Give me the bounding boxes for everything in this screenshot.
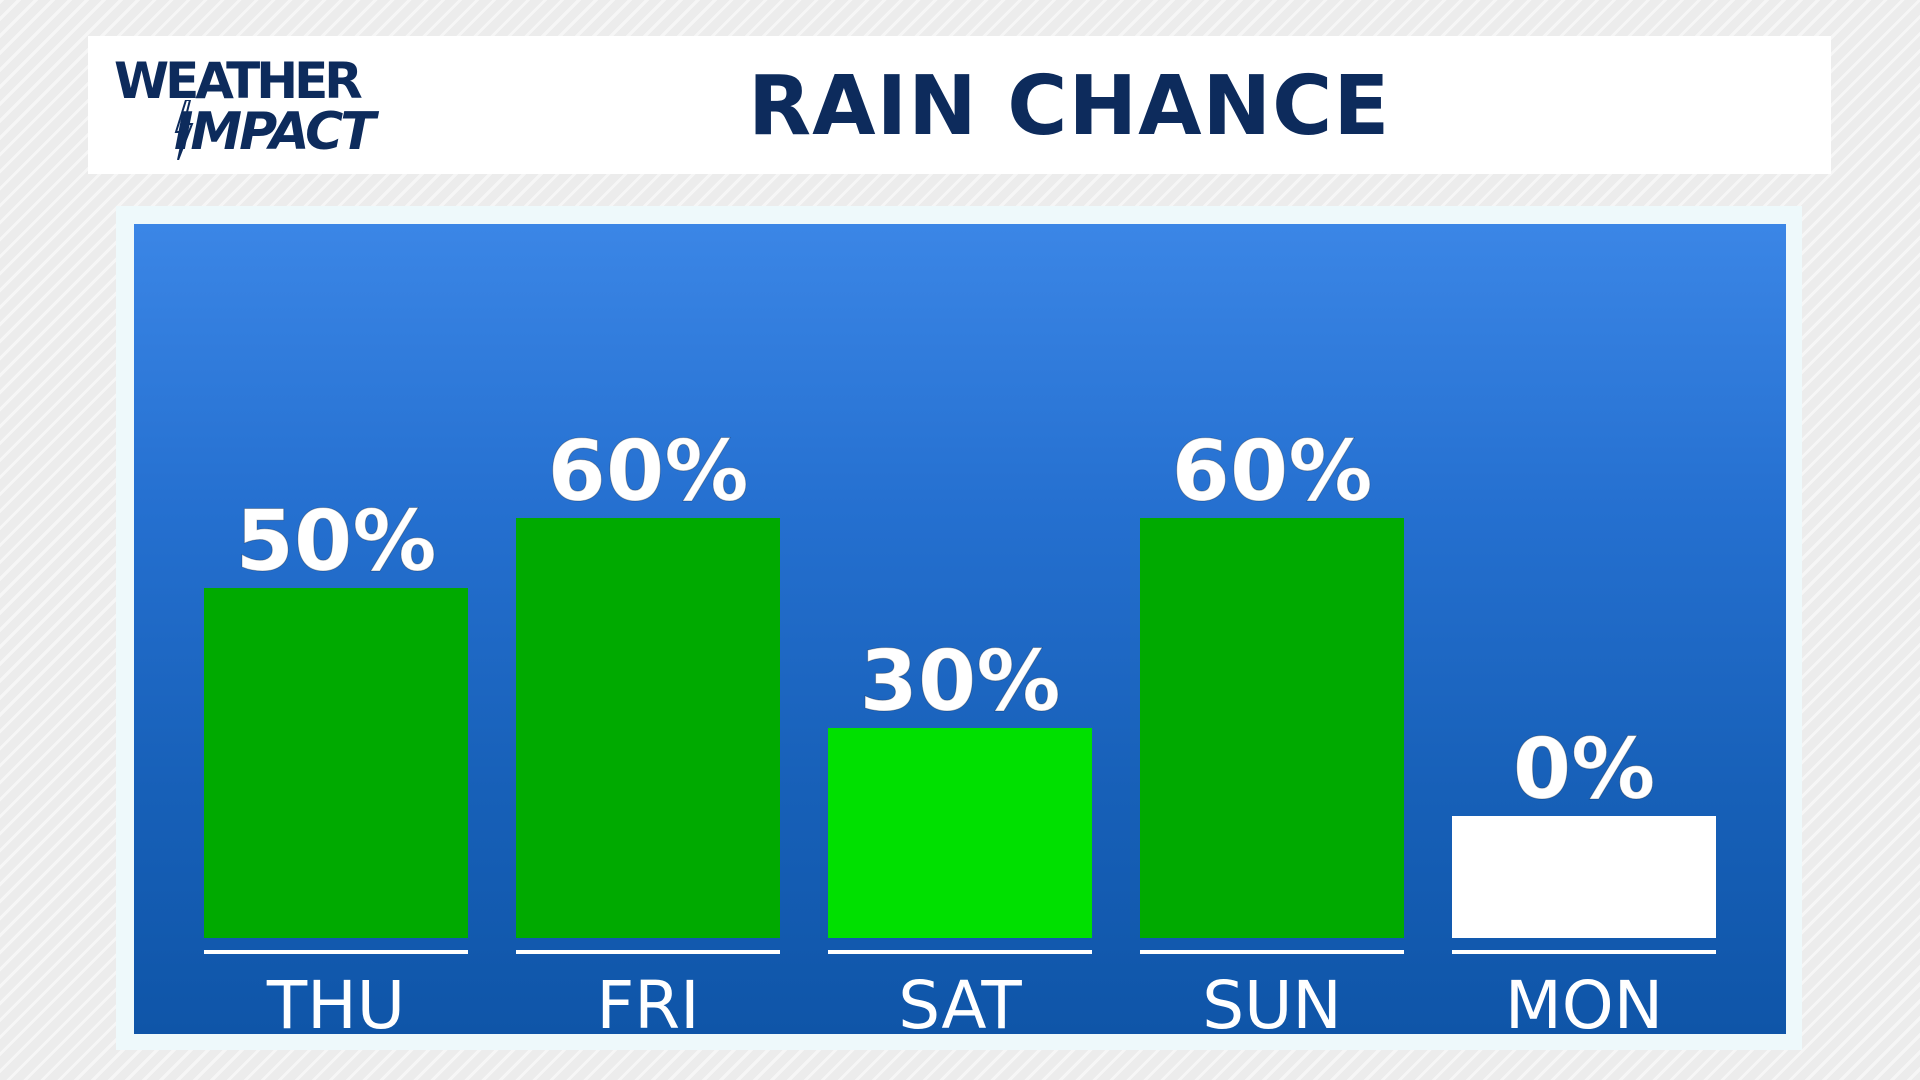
day-underline-sun [1140,950,1404,954]
logo-text-impact: IMPACT [174,102,376,162]
value-label-fri: 60% [547,422,748,520]
day-underline-sat [828,950,1092,954]
header-bar: WEATHER IMPACT RAIN CHANCE [88,36,1831,174]
day-underline-mon [1452,950,1716,954]
page-title: RAIN CHANCE [748,59,1391,154]
bar-mon [1452,816,1716,938]
lightning-bolt-icon [174,100,194,160]
day-label-sat: SAT [898,967,1022,1034]
value-label-thu: 50% [235,492,436,590]
day-underline-thu [204,950,468,954]
day-label-fri: FRI [596,967,699,1034]
bar-thu [204,588,468,938]
weather-impact-logo: WEATHER IMPACT [114,56,434,166]
bar-sun [1140,518,1404,938]
day-underline-fri [516,950,780,954]
bar-sat [828,728,1092,938]
bar-fri [516,518,780,938]
day-label-thu: THU [266,967,405,1034]
value-label-sat: 30% [859,632,1060,730]
day-label-sun: SUN [1202,967,1342,1034]
logo-text-weather: WEATHER [114,52,363,110]
value-label-sun: 60% [1171,422,1372,520]
value-label-mon: 0% [1513,720,1656,818]
rain-chance-chart: 50% THU 60% FRI 30% SAT 60% SUN 0% MON [204,422,1716,1034]
day-label-mon: MON [1505,967,1663,1034]
